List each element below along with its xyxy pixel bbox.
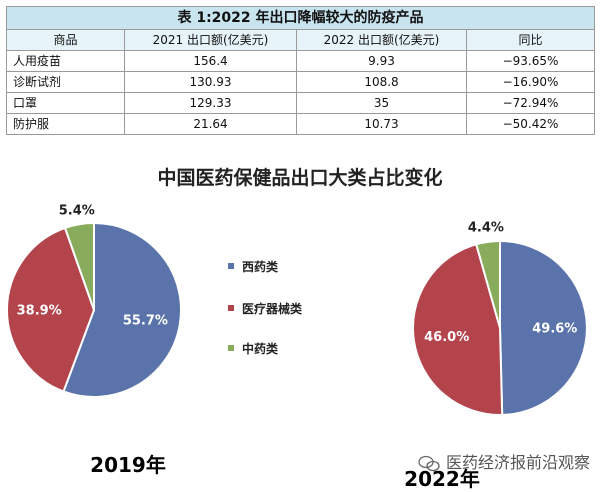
cell-2022: 35 bbox=[296, 92, 467, 114]
table-row: 口罩 129.33 35 −72.94% bbox=[6, 92, 595, 114]
cell-product: 人用疫苗 bbox=[6, 50, 125, 72]
cell-product: 诊断试剂 bbox=[6, 71, 125, 93]
pie-slice-3 bbox=[475, 239, 501, 329]
legend-label: 医疗器械类 bbox=[242, 301, 303, 316]
pie-data-label: 38.9% bbox=[17, 304, 62, 319]
pie-data-label: 55.7% bbox=[123, 313, 168, 328]
header-product: 商品 bbox=[6, 29, 125, 51]
pie-slice-1 bbox=[499, 239, 588, 416]
table-caption: 表 1:2022 年出口降幅较大的防疫产品 bbox=[6, 6, 595, 30]
cell-2021: 156.4 bbox=[124, 50, 297, 72]
table-row: 诊断试剂 130.93 108.8 −16.90% bbox=[6, 71, 595, 93]
wechat-icon bbox=[418, 455, 440, 472]
cell-2022: 108.8 bbox=[296, 71, 467, 93]
cell-2022: 9.93 bbox=[296, 50, 467, 72]
export-table-section: 表 1:2022 年出口降幅较大的防疫产品 商品 2021 出口额(亿美元) 2… bbox=[6, 6, 595, 135]
pie-data-label: 49.6% bbox=[532, 321, 577, 336]
legend-label: 中药类 bbox=[242, 341, 279, 356]
chart-title: 中国医药保健品出口大类占比变化 bbox=[157, 166, 442, 189]
cell-yoy: −93.65% bbox=[466, 50, 595, 72]
cell-2021: 21.64 bbox=[124, 113, 297, 135]
cell-2021: 130.93 bbox=[124, 71, 297, 93]
table-row: 人用疫苗 156.4 9.93 −93.65% bbox=[6, 50, 595, 72]
cell-yoy: −16.90% bbox=[466, 71, 595, 93]
export-decline-table: 表 1:2022 年出口降幅较大的防疫产品 商品 2021 出口额(亿美元) 2… bbox=[6, 6, 595, 135]
pie-data-label: 5.4% bbox=[59, 204, 95, 219]
header-2021: 2021 出口额(亿美元) bbox=[124, 29, 297, 51]
cell-yoy: −72.94% bbox=[466, 92, 595, 114]
cell-2022: 10.73 bbox=[296, 113, 467, 135]
pie-slice-3 bbox=[63, 221, 95, 311]
legend-swatch bbox=[228, 345, 234, 351]
pie-2019-caption: 2019年 bbox=[90, 453, 166, 477]
legend-swatch bbox=[228, 305, 234, 311]
pie-slice-1 bbox=[62, 221, 182, 398]
pie-data-label: 4.4% bbox=[468, 220, 504, 235]
pie-2022-caption: 2022年 bbox=[404, 467, 480, 491]
pie-slice-2 bbox=[6, 226, 96, 393]
cell-2021: 129.33 bbox=[124, 92, 297, 114]
table-header-row: 商品 2021 出口额(亿美元) 2022 出口额(亿美元) 同比 bbox=[6, 29, 595, 51]
watermark: 医药经济报前沿观察 bbox=[418, 453, 590, 472]
pie-slice-2 bbox=[412, 243, 504, 416]
pie-data-label: 46.0% bbox=[424, 330, 469, 345]
header-2022: 2022 出口额(亿美元) bbox=[296, 29, 467, 51]
watermark-text: 医药经济报前沿观察 bbox=[446, 453, 590, 472]
cell-yoy: −50.42% bbox=[466, 113, 595, 135]
legend-swatch bbox=[228, 263, 234, 269]
pie-2022: 49.6% 46.0% 4.4% bbox=[412, 220, 588, 416]
legend-label: 西药类 bbox=[242, 259, 279, 274]
cell-product: 口罩 bbox=[6, 92, 125, 114]
pie-2019: 55.7% 38.9% 5.4% bbox=[6, 204, 182, 398]
header-yoy: 同比 bbox=[466, 29, 595, 51]
pie-chart-section: 中国医药保健品出口大类占比变化 55.7% 38.9% 5.4% 49.6% 46.0… bbox=[6, 166, 590, 491]
table-row: 防护服 21.64 10.73 −50.42% bbox=[6, 113, 595, 135]
cell-product: 防护服 bbox=[6, 113, 125, 135]
